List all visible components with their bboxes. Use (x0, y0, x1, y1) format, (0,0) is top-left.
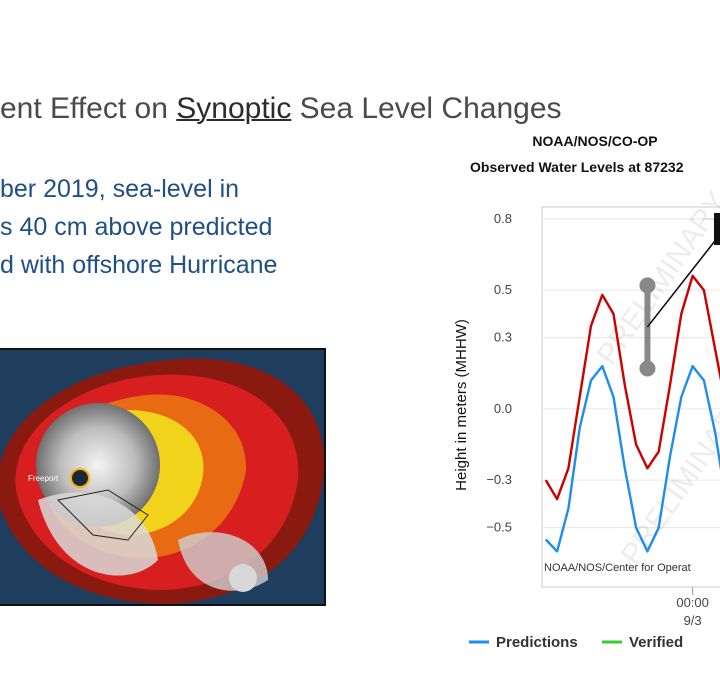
y-tick-label: 0.8 (494, 211, 512, 226)
legend-label-verified: Verified (629, 634, 683, 651)
y-tick-label: 0.3 (494, 330, 512, 345)
hurricane-eye (70, 468, 90, 488)
y-tick-label: 0.5 (494, 282, 512, 297)
y-gridlines (542, 218, 720, 529)
series-line-predictions (544, 364, 720, 553)
series-line-verified (544, 274, 720, 501)
anomaly-callout-line (646, 236, 719, 328)
slide-title-underlined: Synoptic (176, 92, 292, 125)
chart-legend: Predictions Verified (469, 634, 683, 651)
body-line-3: d with offshore Hurricane (0, 251, 278, 279)
anomaly-marker-top (639, 277, 656, 294)
body-text: ber 2019, sea-level in s 40 cm above pre… (0, 170, 345, 284)
slide-title: ent Effect on Synoptic Sea Level Changes (0, 92, 562, 126)
legend-label-predictions: Predictions (496, 634, 578, 651)
plot-border (541, 206, 720, 588)
chart-footer-credit: NOAA/NOS/Center for Operat (544, 562, 691, 574)
anomaly-marker-bottom (639, 360, 656, 377)
satellite-image-graphic: Freeport (0, 350, 324, 604)
y-tick-label: −0.3 (486, 472, 512, 487)
body-line-2: s 40 cm above predicted (0, 213, 273, 241)
series-layer (544, 274, 720, 553)
x-tick-labels: 00:009/300:009/4 (676, 587, 709, 628)
chart-subtitle: Observed Water Levels at 87232 (470, 159, 684, 175)
plot-area: 0.80.50.30.0−0.3−0.5 PRELIMINARY PRELIMI… (486, 186, 720, 628)
y-tick-label: 0.0 (494, 401, 512, 416)
body-line-1: ber 2019, sea-level in (0, 175, 240, 203)
freeport-label: Freeport (28, 474, 59, 483)
annotation-layer (639, 213, 720, 377)
cloud-band (38, 492, 158, 576)
anomaly-callout-box (714, 213, 720, 245)
chart-title: NOAA/NOS/CO-OP (532, 133, 657, 149)
hurricane-satellite-image: Freeport (0, 348, 326, 606)
island-outline (56, 489, 149, 541)
slide-title-suffix: Sea Level Changes (291, 92, 562, 125)
y-axis-label: Height in meters (MHHW) (453, 319, 470, 491)
y-tick-label: −0.5 (486, 520, 512, 535)
water-level-chart: NOAA/NOS/CO-OP Observed Water Levels at … (453, 133, 720, 651)
x-tick-time: 00:00 (676, 595, 709, 610)
storm-cell-south (229, 564, 257, 592)
y-tick-labels: 0.8 0.5 0.3 0.0 −0.3 −0.5 (486, 211, 512, 535)
slide-title-prefix: ent Effect on (0, 92, 177, 125)
x-tick-date: 9/3 (684, 613, 702, 628)
